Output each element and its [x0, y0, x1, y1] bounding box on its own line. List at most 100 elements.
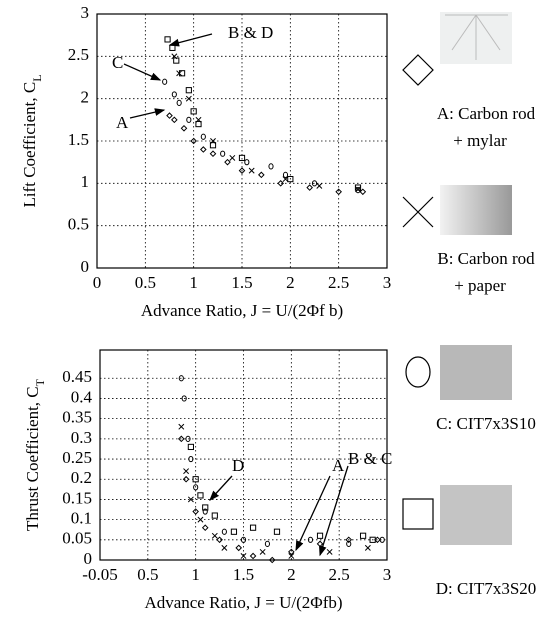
- point: [249, 524, 257, 531]
- point: [282, 171, 289, 178]
- point: [209, 142, 217, 149]
- point: [240, 536, 247, 543]
- point: [202, 504, 209, 511]
- arrow: [168, 33, 213, 47]
- annotation: B & D: [228, 23, 273, 42]
- point: [162, 78, 168, 85]
- x-tick-label: 1: [189, 273, 198, 292]
- y-axis-label: Lift Coefficient, CL: [20, 74, 44, 207]
- point: [201, 524, 209, 531]
- point: [211, 532, 218, 539]
- point: [240, 553, 247, 559]
- point: [176, 99, 182, 107]
- y-tick-label: 2.5: [68, 45, 89, 64]
- point: [178, 375, 184, 382]
- plot-frame: [99, 349, 388, 561]
- photo: [440, 485, 512, 545]
- point: [230, 528, 238, 535]
- annotation: C: [112, 53, 123, 72]
- point: [202, 508, 208, 515]
- y-tick-label: 1.5: [68, 130, 89, 149]
- point: [186, 116, 192, 123]
- point: [268, 556, 276, 564]
- point: [345, 536, 353, 544]
- y-tick-label: 0.2: [71, 468, 92, 487]
- point: [277, 180, 284, 187]
- arrow: [295, 475, 331, 552]
- point: [181, 395, 187, 402]
- y-tick-label: 0.25: [62, 448, 92, 467]
- point: [346, 540, 352, 547]
- point: [238, 167, 246, 174]
- y-tick-label: 0.05: [62, 529, 92, 548]
- point: [193, 484, 199, 491]
- plot-frame: [96, 13, 388, 269]
- point: [369, 536, 376, 543]
- point: [169, 44, 176, 51]
- y-axis-label-text: Lift Coefficient, C: [20, 82, 39, 208]
- photo-detail: [445, 14, 508, 60]
- point: [287, 176, 294, 183]
- point: [197, 492, 204, 499]
- y-axis-label: Thrust Coefficient, CT: [23, 378, 47, 531]
- point: [244, 159, 250, 166]
- point: [178, 70, 186, 77]
- y-tick-label: 2: [81, 88, 90, 107]
- x-tick-label: 1: [191, 565, 200, 584]
- point: [166, 112, 173, 119]
- point: [164, 36, 171, 43]
- point: [190, 108, 197, 115]
- y-tick-label: 0: [81, 257, 90, 276]
- point: [359, 532, 367, 539]
- point: [185, 435, 191, 442]
- y-tick-label: 0.15: [62, 488, 92, 507]
- x-tick-label: 3: [383, 273, 392, 292]
- y-tick-label: 0.35: [62, 408, 92, 427]
- point: [185, 87, 192, 94]
- point: [235, 544, 243, 552]
- point: [306, 184, 313, 191]
- point: [264, 540, 270, 547]
- point: [200, 133, 206, 140]
- point: [238, 154, 246, 162]
- point: [354, 184, 362, 191]
- arrow: [209, 475, 233, 501]
- legend-symbol: [402, 54, 434, 86]
- x-tick-label: 0: [93, 273, 102, 292]
- photo: [440, 345, 512, 400]
- point: [364, 544, 371, 551]
- y-tick-label: 0.5: [68, 215, 89, 234]
- point: [182, 475, 190, 483]
- arrow: [129, 108, 166, 119]
- point: [335, 188, 342, 196]
- point: [195, 120, 202, 128]
- point: [188, 455, 194, 463]
- point: [316, 540, 324, 548]
- point: [192, 508, 199, 515]
- point: [211, 512, 218, 519]
- point: [249, 552, 257, 560]
- point: [258, 171, 265, 179]
- point: [178, 435, 185, 443]
- point: [224, 158, 231, 166]
- legend-label: A: Carbon rod: [437, 104, 536, 123]
- x-tick-label: -0.05: [82, 565, 117, 584]
- legend-symbol: [405, 356, 431, 388]
- x-tick-label: 0.5: [135, 273, 156, 292]
- annotation: A: [332, 456, 345, 475]
- y-axis-label-sub: L: [30, 74, 44, 81]
- annotation: A: [116, 113, 129, 132]
- point: [183, 468, 190, 475]
- x-tick-label: 2: [287, 565, 296, 584]
- x-tick-label: 3: [383, 565, 392, 584]
- point: [187, 443, 194, 451]
- photo: [440, 185, 512, 235]
- point: [288, 553, 295, 559]
- legend-label: B: Carbon rod: [437, 249, 535, 268]
- point: [209, 150, 217, 158]
- x-axis-label: Advance Ratio, J = U/(2Φfb): [144, 593, 342, 612]
- x-tick-label: 1.5: [233, 565, 254, 584]
- annotation: D: [232, 456, 244, 475]
- point: [178, 423, 185, 430]
